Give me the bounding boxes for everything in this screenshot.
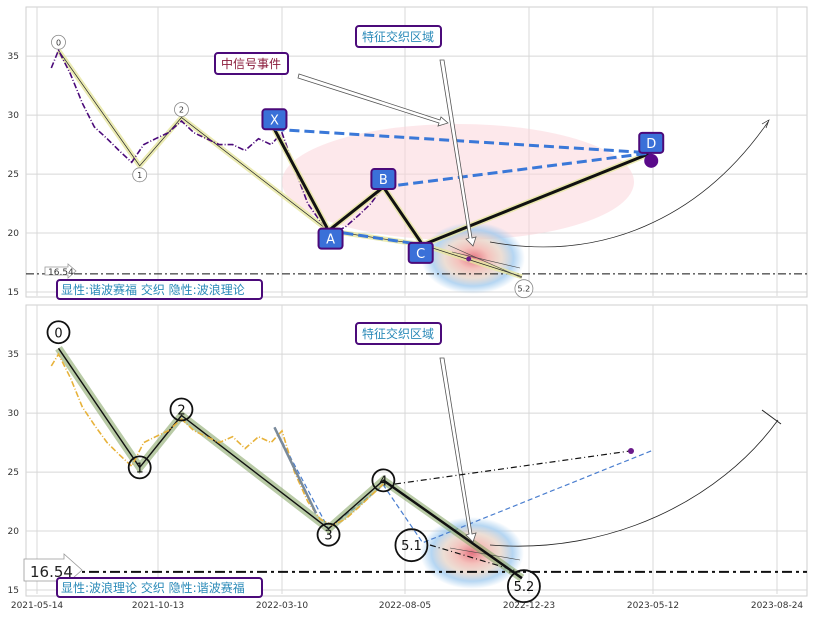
harmonic-label-box bbox=[261, 108, 288, 131]
x-tick-label: 2023-08-24 bbox=[751, 601, 804, 611]
y-tick-label: 35 bbox=[8, 350, 19, 360]
signal-event-label: 中信号事件 bbox=[221, 56, 281, 71]
harmonic-label: X bbox=[270, 113, 279, 128]
wave-marker-circle bbox=[174, 102, 189, 117]
x-tick-label: 2022-03-10 bbox=[256, 601, 309, 611]
top-zone-ray-1 bbox=[447, 244, 523, 279]
top-zone-dot bbox=[466, 256, 472, 262]
x-tick-labels: 2021-05-14 2021-10-13 2022-03-10 2022-08-05… bbox=[11, 601, 804, 611]
wave-marker-circle bbox=[132, 167, 148, 183]
y-tick-label: 15 bbox=[8, 586, 19, 596]
bottom-price-series bbox=[50, 352, 384, 526]
top-projection-arrowhead bbox=[761, 119, 770, 129]
wave-marker-label: 1 bbox=[137, 171, 142, 180]
harmonic-label-box bbox=[317, 227, 344, 250]
wave-marker-label: 0 bbox=[56, 38, 61, 47]
wave-marker-circle bbox=[169, 397, 194, 422]
x-tick-label: 2023-05-12 bbox=[627, 601, 679, 611]
bottom-dashdot-1 bbox=[394, 450, 631, 485]
wave-marker-label: 5.2 bbox=[514, 580, 535, 595]
harmonic-label-box bbox=[638, 131, 665, 154]
x-tick-label: 2021-05-14 bbox=[11, 601, 64, 611]
wave-marker-label: 0 bbox=[54, 326, 62, 341]
top-level-label: 16.54 bbox=[48, 268, 74, 278]
bottom-projection-arrowhead bbox=[761, 409, 782, 425]
bottom-legend-label: 显性:波浪理论 交织 隐性:谐波赛福 bbox=[61, 580, 245, 595]
y-tick-label: 30 bbox=[8, 111, 20, 121]
x-tick-label: 2021-10-13 bbox=[132, 601, 184, 611]
y-tick-label: 35 bbox=[8, 52, 19, 62]
wave-marker-label: 1 bbox=[136, 461, 144, 476]
y-tick-label: 25 bbox=[8, 468, 19, 478]
top-feature-zone-label: 特征交织区域 bbox=[362, 29, 434, 44]
y-tick-label: 15 bbox=[8, 288, 19, 298]
bottom-projection-arc bbox=[489, 419, 779, 547]
harmonic-label-box bbox=[407, 241, 434, 264]
top-level-label-group: 16.54 bbox=[44, 263, 77, 279]
y-tick-label: 30 bbox=[8, 409, 20, 419]
bottom-feature-zone-label: 特征交织区域 bbox=[362, 326, 434, 341]
wave-marker-circle bbox=[127, 455, 152, 480]
top-zone-ray-2 bbox=[451, 251, 521, 269]
top-price-series bbox=[50, 48, 385, 234]
top-markers: X A B C D 0 1 2 5.2 bbox=[51, 34, 665, 299]
wave-marker-label: 5.1 bbox=[401, 539, 422, 554]
wave-marker-label: 2 bbox=[177, 403, 185, 418]
wave-marker-circle bbox=[51, 34, 66, 50]
harmonic-leg bbox=[382, 186, 424, 246]
bottom-zone-ray bbox=[449, 547, 521, 561]
bottom-target-dot bbox=[628, 448, 634, 454]
harmonic-leg bbox=[273, 128, 330, 232]
harmonic-label: D bbox=[646, 137, 656, 152]
wave-leg-4-52 bbox=[382, 479, 523, 580]
x-tick-label: 2022-12-23 bbox=[503, 601, 555, 611]
bottom-zone-arrow bbox=[439, 357, 477, 543]
top-feature-zone-box: 特征交织区域 bbox=[355, 25, 442, 48]
top-zone-arrows bbox=[297, 59, 477, 247]
harmonic-dashed-leg bbox=[383, 151, 652, 189]
top-legend-box: 显性:谐波赛福 交织 隐性:波浪理论 bbox=[56, 279, 263, 300]
harmonic-label: C bbox=[416, 247, 425, 262]
y-tick-label: 20 bbox=[8, 229, 20, 239]
top-harmonic-pattern bbox=[271, 127, 659, 248]
bottom-feature-zone-box: 特征交织区域 bbox=[355, 322, 442, 345]
y-tick-labels: 15 20 25 30 35 15 20 25 30 35 bbox=[8, 52, 20, 596]
bottom-markers: 0 1 2 3 4 5.1 5.2 bbox=[46, 320, 541, 604]
wave-marker-label: 5.2 bbox=[518, 285, 531, 294]
wave-marker-circle bbox=[507, 569, 541, 604]
wave-marker-circle bbox=[46, 320, 71, 345]
harmonic-label-box bbox=[370, 168, 397, 191]
wave-marker-circle bbox=[514, 279, 534, 299]
wave-marker-circle bbox=[316, 522, 341, 547]
y-tick-label: 25 bbox=[8, 170, 19, 180]
harmonic-leg bbox=[327, 185, 385, 232]
top-legend-label: 显性:谐波赛福 交织 隐性:波浪理论 bbox=[61, 282, 245, 297]
x-tick-label: 2022-08-05 bbox=[379, 601, 431, 611]
top-feature-zone bbox=[421, 222, 525, 294]
bottom-level-label: 16.54 bbox=[30, 563, 73, 581]
harmonic-dashed-leg bbox=[274, 127, 652, 155]
signal-event-box: 中信号事件 bbox=[214, 52, 289, 75]
y-tick-label: 20 bbox=[8, 527, 20, 537]
wave-marker-label: 4 bbox=[379, 474, 387, 489]
harmonic-label: B bbox=[379, 173, 388, 188]
harmonic-pink-zone bbox=[282, 124, 634, 240]
top-projection-arc bbox=[489, 121, 769, 248]
wave-marker-label: 2 bbox=[179, 105, 184, 114]
top-wave-line bbox=[58, 50, 523, 278]
wave-marker-circle bbox=[371, 468, 396, 493]
bottom-feature-zone bbox=[420, 517, 524, 589]
harmonic-dashed-leg bbox=[328, 229, 423, 247]
hidden-leg-xa bbox=[273, 426, 318, 514]
wave-marker-circle bbox=[394, 528, 429, 563]
harmonic-d-dot bbox=[644, 153, 659, 168]
wave-marker-label: 3 bbox=[324, 529, 332, 544]
harmonic-label: A bbox=[326, 233, 335, 248]
bottom-legend-box: 显性:波浪理论 交织 隐性:谐波赛福 bbox=[56, 577, 263, 598]
harmonic-leg bbox=[422, 151, 652, 247]
